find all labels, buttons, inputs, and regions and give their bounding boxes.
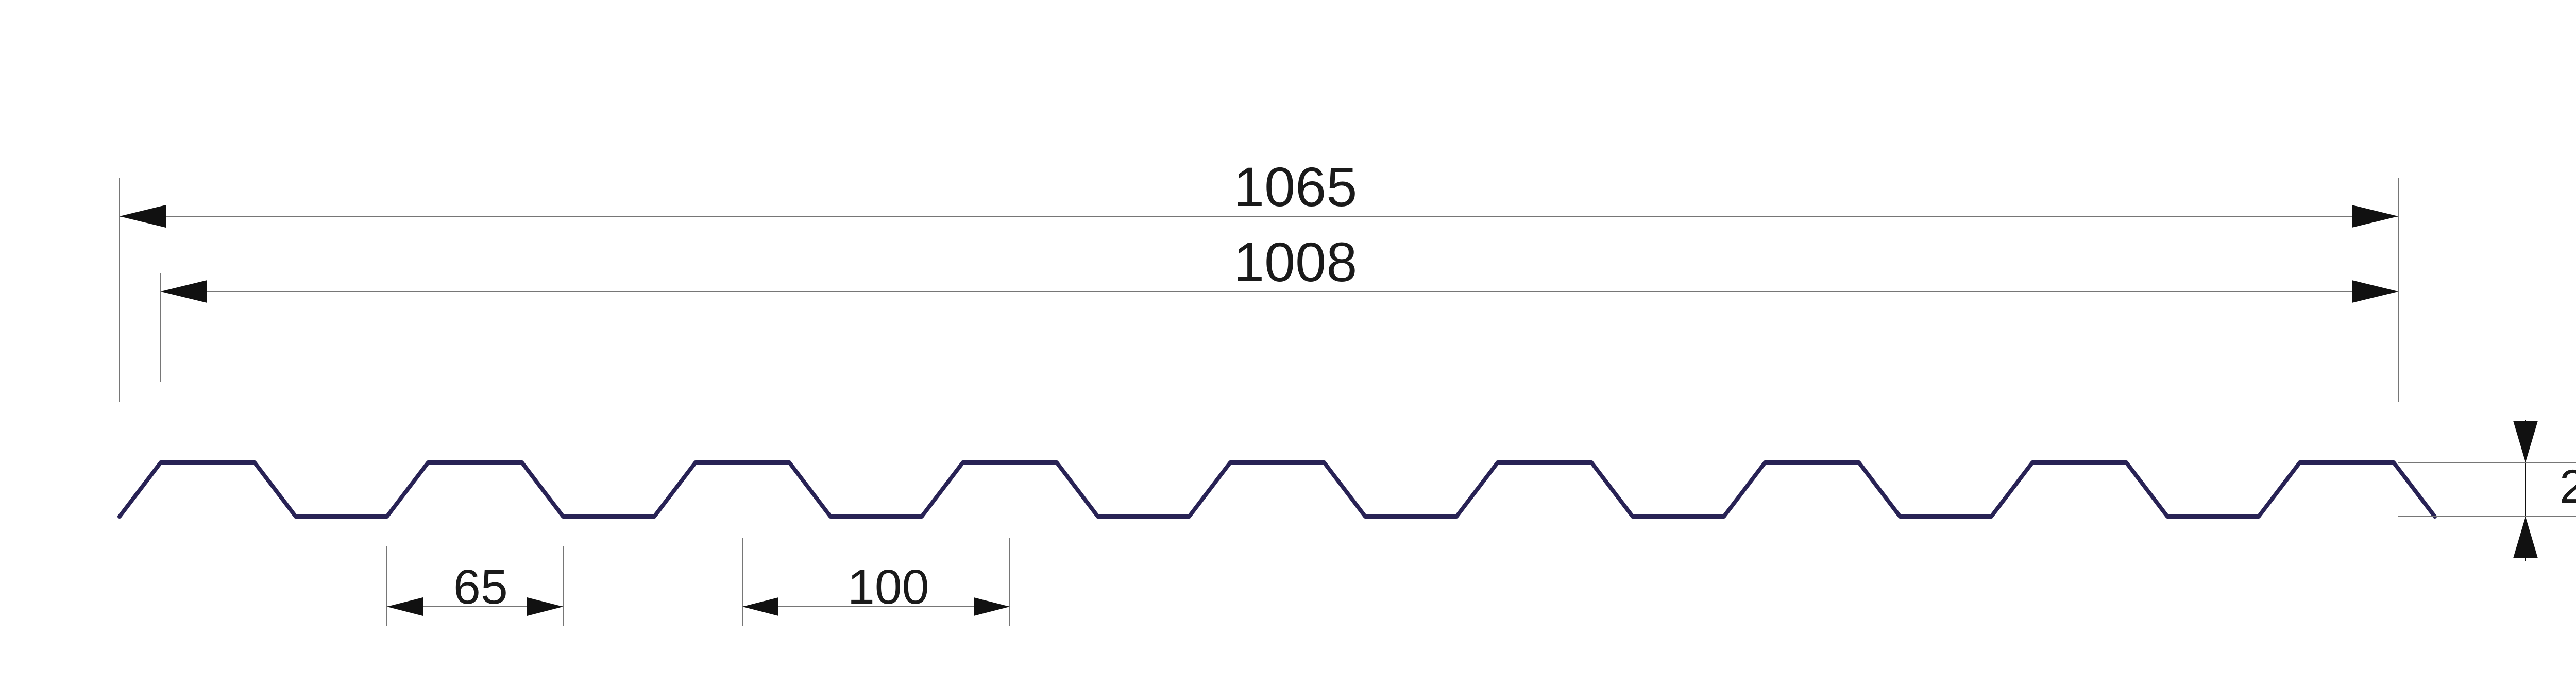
svg-text:100: 100 bbox=[848, 560, 929, 614]
svg-text:1008: 1008 bbox=[1233, 231, 1357, 293]
svg-text:1065: 1065 bbox=[1233, 156, 1357, 218]
svg-text:21 мм: 21 мм bbox=[2560, 460, 2576, 513]
svg-text:65: 65 bbox=[453, 560, 508, 614]
